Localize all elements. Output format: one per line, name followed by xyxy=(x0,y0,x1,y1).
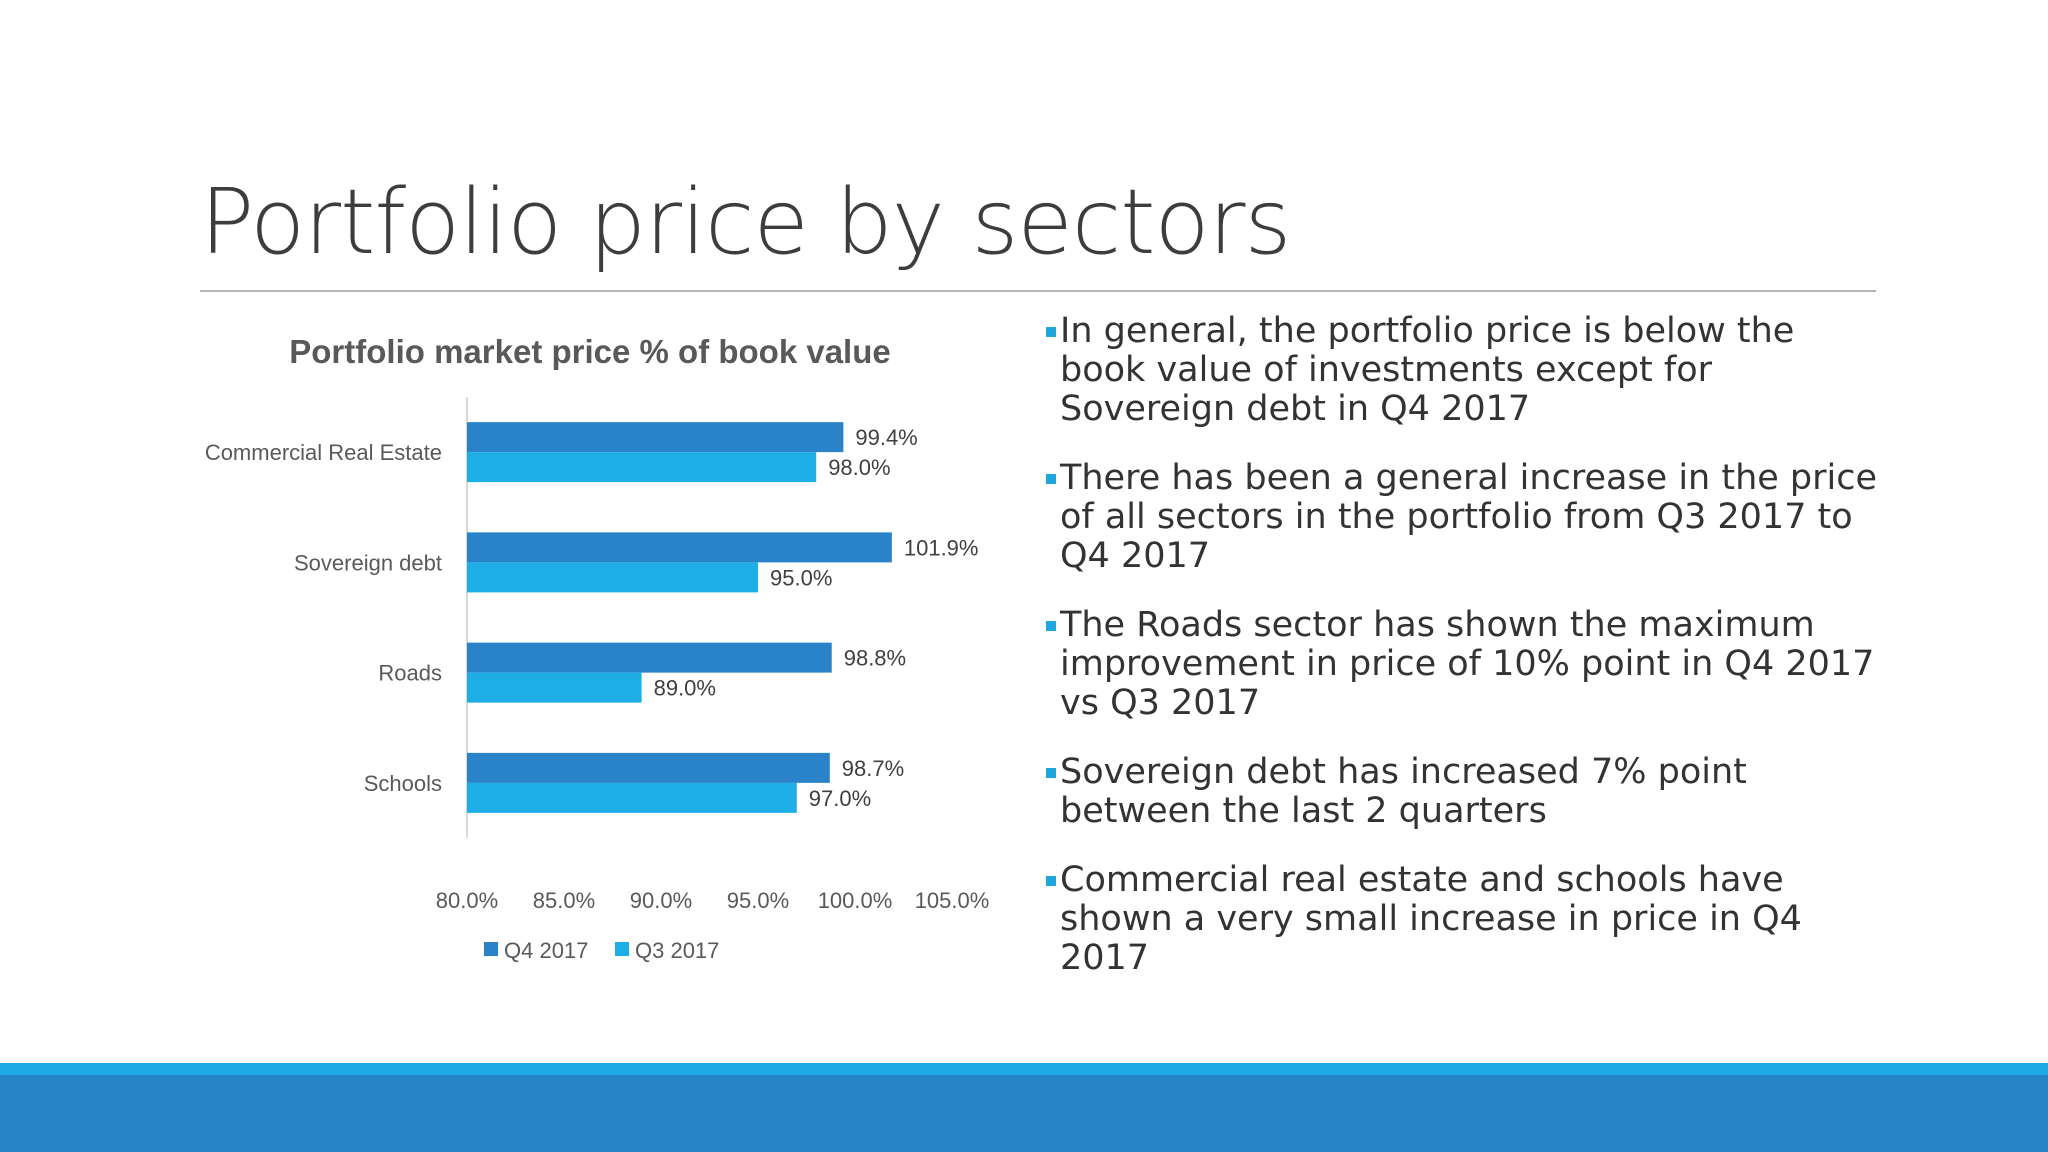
bullet-marker-icon xyxy=(1046,474,1056,484)
legend-swatch-icon xyxy=(615,942,629,956)
title-divider xyxy=(200,290,1876,292)
bullet-text: The Roads sector has shown the maximum i… xyxy=(1060,605,1875,723)
category-label: Schools xyxy=(364,771,442,796)
chart-title: Portfolio market price % of book value xyxy=(289,333,890,370)
bullet-marker-icon xyxy=(1046,621,1056,631)
bullet-marker-icon xyxy=(1046,876,1056,886)
bullet-item: In general, the portfolio price is below… xyxy=(1046,312,1886,429)
data-label: 101.9% xyxy=(904,535,979,560)
bullet-item: The Roads sector has shown the maximum i… xyxy=(1046,606,1886,723)
x-tick-label: 100.0% xyxy=(818,888,893,913)
bar-q4 xyxy=(467,422,844,453)
bullet-marker-icon xyxy=(1046,327,1056,337)
bar-q3 xyxy=(467,782,797,813)
legend-swatch-icon xyxy=(484,942,498,956)
legend-label: Q3 2017 xyxy=(635,938,719,963)
category-label: Commercial Real Estate xyxy=(205,440,442,465)
category-label: Sovereign debt xyxy=(294,550,442,575)
bar-q4 xyxy=(467,532,892,563)
bullet-text: Commercial real estate and schools have … xyxy=(1060,860,1802,978)
footer-band-dark xyxy=(0,1075,2048,1152)
x-tick-label: 85.0% xyxy=(533,888,595,913)
x-tick-label: 90.0% xyxy=(630,888,692,913)
bullet-item: Sovereign debt has increased 7% point be… xyxy=(1046,753,1886,831)
bar-q3 xyxy=(467,672,642,703)
legend-label: Q4 2017 xyxy=(504,938,588,963)
x-tick-label: 80.0% xyxy=(436,888,498,913)
x-tick-label: 105.0% xyxy=(915,888,990,913)
bullet-marker-icon xyxy=(1046,768,1056,778)
footer-band-light xyxy=(0,1063,2048,1075)
data-label: 99.4% xyxy=(855,425,917,450)
category-label: Roads xyxy=(378,661,442,686)
bullet-text: Sovereign debt has increased 7% point be… xyxy=(1060,752,1747,831)
data-label: 89.0% xyxy=(654,676,716,701)
bullet-item: There has been a general increase in the… xyxy=(1046,459,1886,576)
data-label: 98.7% xyxy=(842,756,904,781)
data-label: 95.0% xyxy=(770,565,832,590)
slide-title: Portfolio price by sectors xyxy=(200,170,1291,275)
x-tick-label: 95.0% xyxy=(727,888,789,913)
data-label: 98.8% xyxy=(844,646,906,671)
data-label: 98.0% xyxy=(828,455,890,480)
bar-q3 xyxy=(467,562,758,593)
bullet-text: In general, the portfolio price is below… xyxy=(1060,311,1795,429)
bullet-list: In general, the portfolio price is below… xyxy=(1046,312,1886,1008)
bar-chart: Portfolio market price % of book value Co… xyxy=(205,333,990,963)
bullet-item: Commercial real estate and schools have … xyxy=(1046,861,1886,978)
bar-q4 xyxy=(467,752,830,783)
bar-q4 xyxy=(467,642,832,673)
bar-q3 xyxy=(467,452,817,483)
bullet-text: There has been a general increase in the… xyxy=(1060,458,1878,576)
data-label: 97.0% xyxy=(809,786,871,811)
